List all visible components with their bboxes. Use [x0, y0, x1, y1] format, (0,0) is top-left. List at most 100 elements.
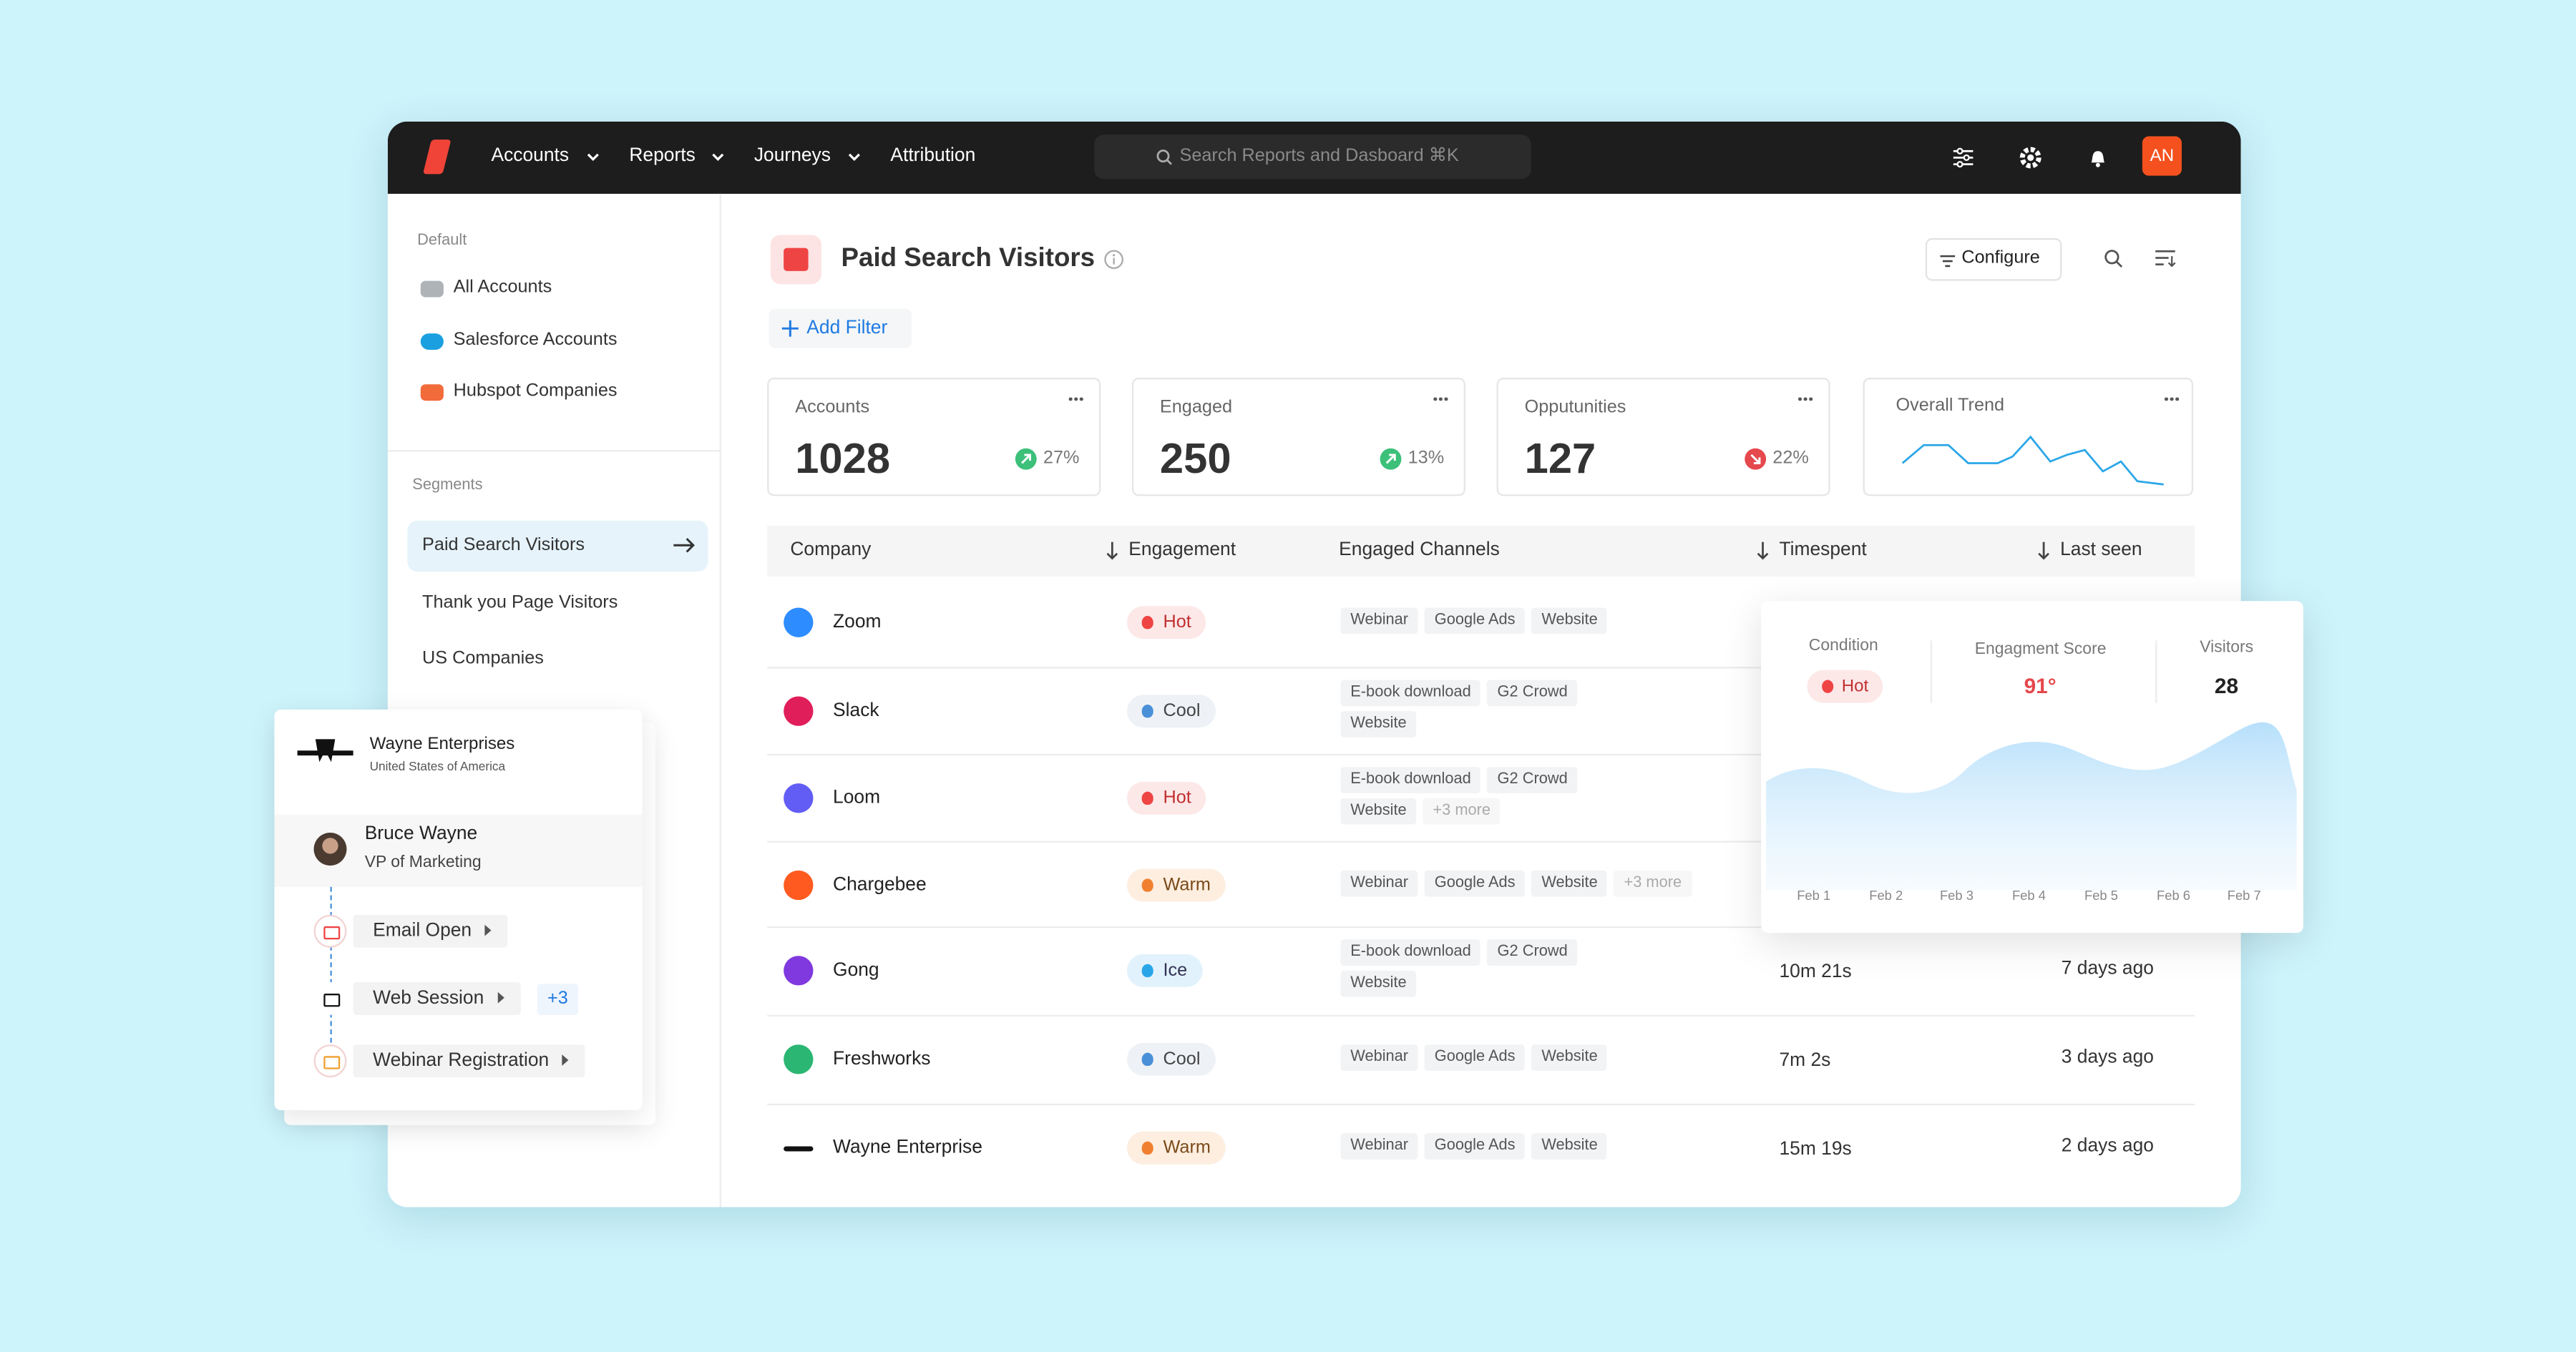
company-name[interactable]: Slack [833, 701, 879, 721]
company-name[interactable]: Loom [833, 788, 881, 808]
chevron [712, 153, 724, 161]
row-divider [767, 1014, 2195, 1017]
channel-chip: Google Ads [1425, 869, 1526, 896]
visitors-count: 28 [2214, 673, 2239, 698]
company-logo [784, 696, 814, 726]
row-divider [767, 667, 2195, 669]
caret [562, 1054, 569, 1067]
channel-list: E-book download G2 Crowd Website [1340, 939, 1603, 997]
condition-icon [1822, 680, 1834, 693]
timespent: 10m 21s [1779, 962, 1852, 982]
channel-list: E-book download G2 Crowd Website [1340, 680, 1603, 738]
event-label: Email Open [373, 921, 472, 941]
engagement-label: Cool [1163, 701, 1201, 721]
company-logo [297, 750, 353, 756]
nav-item[interactable]: Accounts [491, 146, 570, 166]
column-header: Last seen [2060, 541, 2142, 561]
configure-icon [1940, 255, 1956, 268]
table-header [767, 525, 2195, 577]
sort-arrow [1106, 542, 1118, 560]
timespent: 15m 19s [1779, 1140, 1852, 1160]
trend-icon [1380, 448, 1402, 470]
company-logo [784, 1146, 814, 1152]
stat-change: 27% [1043, 448, 1080, 468]
chevron [848, 153, 860, 161]
section-label: Default [417, 232, 467, 250]
engagement-icon [1141, 964, 1153, 978]
company-name[interactable]: Gong [833, 960, 879, 981]
date-label: Feb 7 [2227, 888, 2261, 904]
channel-list: Webinar Google Ads Website [1340, 1132, 1751, 1159]
channel-chip: Webinar [1340, 607, 1418, 634]
company-name[interactable]: Wayne Enterprise [833, 1137, 982, 1158]
add-filter-label: Add Filter [806, 318, 888, 338]
popup-label: Engagment Score [1974, 640, 2107, 659]
date-label: Feb 1 [1797, 888, 1831, 904]
event-chip[interactable]: Webinar Registration [353, 1044, 585, 1078]
channel-chip: Webinar [1340, 1044, 1418, 1070]
trend-label: Overall Trend [1896, 396, 2005, 416]
channel-chip: Website [1340, 711, 1417, 738]
event-icon [313, 981, 347, 1015]
date-label: Feb 3 [1939, 888, 1974, 904]
channel-chip: G2 Crowd [1487, 680, 1578, 707]
extra-events[interactable]: +3 [537, 984, 579, 1015]
item-icon [420, 280, 444, 298]
company-country: United States of America [369, 758, 506, 773]
segment-item[interactable]: Paid Search Visitors [422, 536, 585, 556]
engagement-pill: Hot [1127, 606, 1206, 640]
person-role: VP of Marketing [364, 853, 482, 873]
column-header: Company [790, 541, 872, 561]
sidebar-item[interactable]: Hubspot Companies [453, 381, 618, 401]
timespent: 7m 2s [1779, 1051, 1831, 1071]
stat-label: Accounts [795, 398, 870, 418]
trend-arrow [1750, 454, 1761, 464]
nav-item[interactable]: Attribution [890, 146, 976, 166]
search-box[interactable]: Search Reports and Dasboard ⌘K [1094, 134, 1531, 180]
company-name[interactable]: Zoom [833, 612, 882, 632]
channel-chip: Website [1340, 970, 1417, 997]
channel-chip: E-book download [1340, 767, 1481, 793]
segment-item[interactable]: US Companies [422, 649, 544, 670]
more-dots [1068, 397, 1085, 401]
company-name[interactable]: Freshworks [833, 1049, 931, 1069]
channel-chip: G2 Crowd [1487, 939, 1578, 966]
nav-item[interactable]: Journeys [753, 146, 831, 166]
avatar[interactable]: AN [2142, 136, 2182, 176]
engagement-pill: Cool [1127, 695, 1216, 728]
row-divider [767, 841, 2195, 843]
engagement-popup: Condition Hot Engagment Score 91° Visitors 28… [1761, 601, 2303, 934]
sidebar-divider [719, 193, 721, 1208]
engagement-pill: Hot [1127, 781, 1206, 815]
configure-button[interactable]: Configure [1925, 237, 2062, 281]
event-chip[interactable]: Web Session [353, 981, 520, 1015]
event-chip[interactable]: Email Open [353, 914, 508, 948]
search-icon [2104, 250, 2123, 268]
stat-change: 22% [1772, 448, 1809, 468]
engagement-icon [1141, 1141, 1153, 1155]
trend-card: Overall Trend [1863, 378, 2194, 496]
channel-chip: E-book download [1340, 939, 1481, 966]
sort-arrow [1757, 542, 1769, 560]
chevron [587, 153, 599, 161]
event-icon [313, 1044, 347, 1078]
company-name[interactable]: Chargebee [833, 875, 927, 896]
segment-item[interactable]: Thank you Page Visitors [422, 593, 618, 614]
channel-chip: Google Ads [1425, 1132, 1526, 1159]
caret [484, 924, 492, 936]
sparkline [1901, 435, 2164, 486]
date-label: Feb 2 [1869, 888, 1903, 904]
sort-icon [2155, 250, 2176, 268]
nav-item[interactable]: Reports [629, 146, 696, 166]
sidebar-item[interactable]: Salesforce Accounts [453, 330, 618, 351]
engagement-label: Cool [1163, 1049, 1201, 1069]
last-seen: 3 days ago [2061, 1047, 2154, 1068]
add-filter-button[interactable]: Add Filter [769, 308, 912, 348]
sidebar-item[interactable]: All Accounts [453, 278, 552, 298]
event-icon-glyph [323, 994, 341, 1007]
item-icon [420, 384, 444, 401]
event-icon-glyph [323, 1056, 341, 1069]
plus-icon [781, 320, 799, 337]
company-logo [784, 783, 814, 813]
channel-chip: Google Ads [1425, 607, 1526, 634]
